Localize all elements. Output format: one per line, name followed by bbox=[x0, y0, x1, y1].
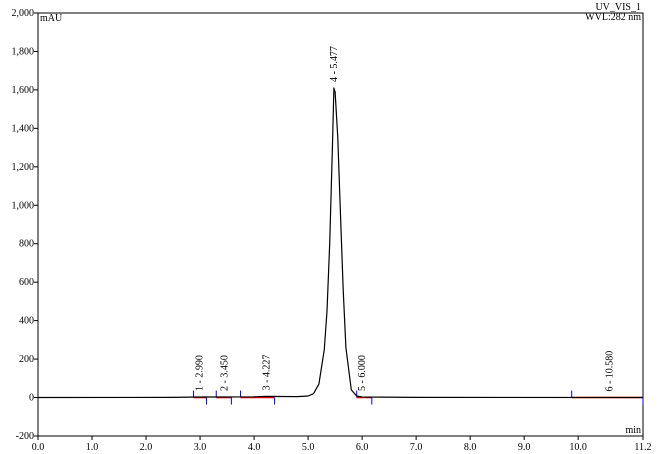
x-tick-label: 1.0 bbox=[86, 442, 99, 453]
y-unit: mAU bbox=[40, 13, 63, 24]
x-tick-label: 9.0 bbox=[518, 442, 531, 453]
peak-label: 5 - 6.000 bbox=[357, 355, 368, 391]
y-tick-label: 400 bbox=[19, 316, 34, 327]
y-tick-label: 1,400 bbox=[12, 123, 35, 134]
y-tick-label: 0 bbox=[29, 393, 34, 404]
y-tick-label: 1,600 bbox=[12, 85, 35, 96]
y-tick-label: 1,000 bbox=[12, 200, 35, 211]
x-tick-label: 3.0 bbox=[194, 442, 207, 453]
trace bbox=[37, 87, 644, 399]
y-tick-label: 800 bbox=[19, 239, 34, 250]
y-tick-label: 1,800 bbox=[12, 46, 35, 57]
x-tick-label: 11.2 bbox=[634, 442, 651, 453]
y-tick-label: -200 bbox=[16, 431, 34, 442]
peak-label: 1 - 2.990 bbox=[195, 355, 206, 391]
x-unit: min bbox=[625, 425, 641, 436]
y-tick-label: 2,000 bbox=[12, 8, 35, 19]
x-tick-label: 2.0 bbox=[140, 442, 153, 453]
x-tick-label: 0.0 bbox=[32, 442, 45, 453]
peak-label: 3 - 4.227 bbox=[261, 355, 272, 391]
x-tick-label: 4.0 bbox=[248, 442, 261, 453]
y-tick-label: 1,200 bbox=[12, 162, 35, 173]
x-tick-label: 6.0 bbox=[356, 442, 369, 453]
plot-frame bbox=[37, 12, 644, 437]
peak-label: 2 - 3.450 bbox=[219, 355, 230, 391]
x-tick-label: 10.0 bbox=[569, 442, 587, 453]
peak-label: 6 - 10.580 bbox=[605, 351, 616, 392]
x-tick-label: 5.0 bbox=[302, 442, 315, 453]
x-tick-label: 8.0 bbox=[464, 442, 477, 453]
x-tick-label: 7.0 bbox=[410, 442, 423, 453]
y-tick-label: 200 bbox=[19, 354, 34, 365]
wavelength: WVL:282 nm bbox=[585, 12, 641, 23]
peak-label: 4 - 5.477 bbox=[329, 46, 340, 82]
channel: UV_VIS_1 bbox=[595, 2, 641, 13]
y-tick-label: 600 bbox=[19, 277, 34, 288]
